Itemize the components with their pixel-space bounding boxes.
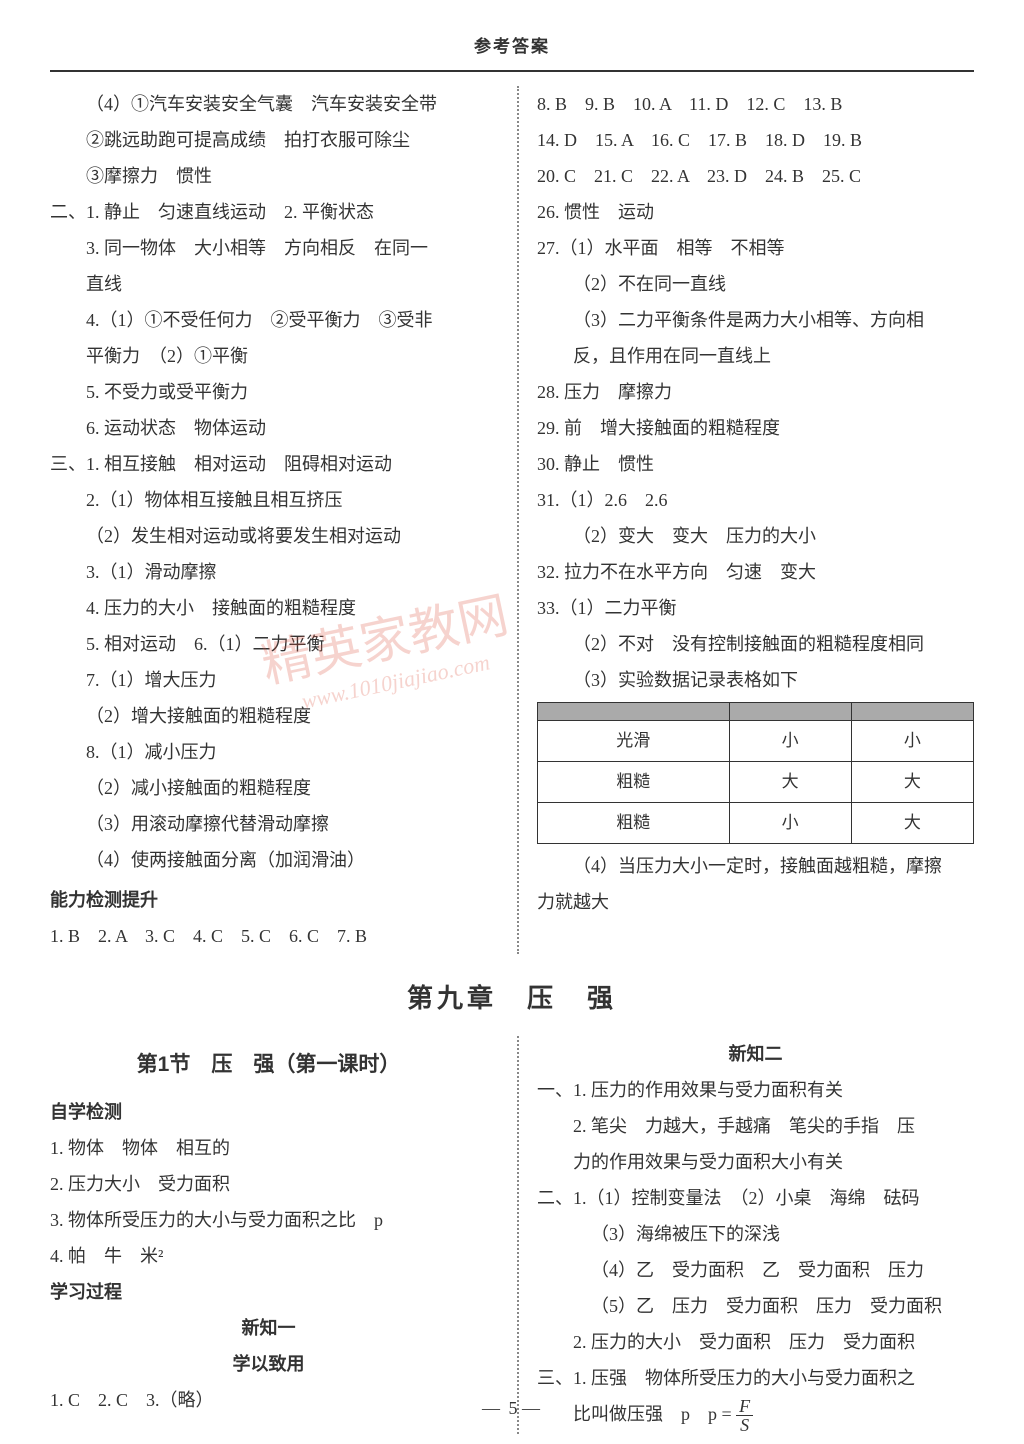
text-line: 2. 压力的大小 受力面积 压力 受力面积 (537, 1324, 974, 1360)
text-line: （2）变大 变大 压力的大小 (537, 518, 974, 554)
text-line: 直线 (50, 266, 487, 302)
text-line: 反，且作用在同一直线上 (537, 338, 974, 374)
top-columns: （4）①汽车安装安全气囊 汽车安装安全带 ②跳远助跑可提高成绩 拍打衣服可除尘 … (50, 86, 974, 954)
table-header (538, 703, 730, 721)
text-line: （4）使两接触面分离（加润滑油） (50, 842, 487, 878)
table-cell: 小 (729, 721, 851, 762)
table-cell: 大 (729, 762, 851, 803)
text-line: 33.（1）二力平衡 (537, 590, 974, 626)
text-line: （2）减小接触面的粗糙程度 (50, 770, 487, 806)
page-header: 参考答案 (50, 30, 974, 72)
table-cell: 粗糙 (538, 762, 730, 803)
text-line: 2.（1）物体相互接触且相互挤压 (50, 482, 487, 518)
experiment-table: 光滑 小 小 粗糙 大 大 粗糙 小 大 (537, 702, 974, 844)
text-line: （3）海绵被压下的深浅 (537, 1216, 974, 1252)
text-line: （3）用滚动摩擦代替滑动摩擦 (50, 806, 487, 842)
text-line: 20. C 21. C 22. A 23. D 24. B 25. C (537, 158, 974, 194)
text-line: 5. 相对运动 6.（1）二力平衡 (50, 626, 487, 662)
chapter-title: 第九章 压 强 (50, 972, 974, 1024)
table-cell: 小 (729, 803, 851, 844)
table-cell: 大 (851, 762, 973, 803)
table-row: 粗糙 大 大 (538, 762, 974, 803)
text-line: 32. 拉力不在水平方向 匀速 变大 (537, 554, 974, 590)
text-line: 3. 物体所受压力的大小与受力面积之比 p (50, 1202, 487, 1238)
table-cell: 粗糙 (538, 803, 730, 844)
text-line: 30. 静止 惯性 (537, 446, 974, 482)
text-line: 3.（1）滑动摩擦 (50, 554, 487, 590)
text-line: （4）乙 受力面积 乙 受力面积 压力 (537, 1252, 974, 1288)
text-line: 3. 同一物体 大小相等 方向相反 在同一 (50, 230, 487, 266)
text-line: 28. 压力 摩擦力 (537, 374, 974, 410)
xuexi-title: 学习过程 (50, 1274, 487, 1310)
text-line: 31.（1）2.6 2.6 (537, 482, 974, 518)
table-header (729, 703, 851, 721)
text-line: ③摩擦力 惯性 (50, 158, 487, 194)
bottom-columns: 第1节 压 强（第一课时） 自学检测 1. 物体 物体 相互的 2. 压力大小 … (50, 1036, 974, 1434)
section-title: 第1节 压 强（第一课时） (50, 1044, 487, 1086)
text-line: （4）①汽车安装安全气囊 汽车安装安全带 (50, 86, 487, 122)
text-line: 14. D 15. A 16. C 17. B 18. D 19. B (537, 122, 974, 158)
mc-answers: 1. B 2. A 3. C 4. C 5. C 6. C 7. B (50, 918, 487, 954)
footer-dash: — (522, 1398, 542, 1418)
text-line: 4. 压力的大小 接触面的粗糙程度 (50, 590, 487, 626)
text-line: 力就越大 (537, 884, 974, 920)
table-row: 光滑 小 小 (538, 721, 974, 762)
page-footer: — 5 — (0, 1390, 1024, 1426)
text-line: （4）当压力大小一定时，接触面越粗糙，摩擦 (537, 848, 974, 884)
text-line: 三、1. 相互接触 相对运动 阻碍相对运动 (50, 446, 487, 482)
footer-dash: — (482, 1398, 509, 1418)
text-line: （3）实验数据记录表格如下 (537, 662, 974, 698)
xueyi-title: 学以致用 (50, 1346, 487, 1382)
text-line: 27.（1）水平面 相等 不相等 (537, 230, 974, 266)
text-line: 力的作用效果与受力面积大小有关 (537, 1144, 974, 1180)
xinzhi1-title: 新知一 (50, 1310, 487, 1346)
text-line: 7.（1）增大压力 (50, 662, 487, 698)
text-line: 1. 物体 物体 相互的 (50, 1130, 487, 1166)
text-line: 一、1. 压力的作用效果与受力面积有关 (537, 1072, 974, 1108)
table-header (851, 703, 973, 721)
bottom-right-column: 新知二 一、1. 压力的作用效果与受力面积有关 2. 笔尖 力越大，手越痛 笔尖… (517, 1036, 974, 1434)
top-right-column: 8. B 9. B 10. A 11. D 12. C 13. B 14. D … (517, 86, 974, 954)
table-cell: 大 (851, 803, 973, 844)
bottom-left-column: 第1节 压 强（第一课时） 自学检测 1. 物体 物体 相互的 2. 压力大小 … (50, 1036, 497, 1434)
top-left-column: （4）①汽车安装安全气囊 汽车安装安全带 ②跳远助跑可提高成绩 拍打衣服可除尘 … (50, 86, 497, 954)
text-line: （3）二力平衡条件是两力大小相等、方向相 (537, 302, 974, 338)
text-line: 5. 不受力或受平衡力 (50, 374, 487, 410)
text-line: 8. B 9. B 10. A 11. D 12. C 13. B (537, 86, 974, 122)
text-line: 二、1.（1）控制变量法 （2）小桌 海绵 砝码 (537, 1180, 974, 1216)
text-line: 4.（1）①不受任何力 ②受平衡力 ③受非 (50, 302, 487, 338)
text-line: 2. 笔尖 力越大，手越痛 笔尖的手指 压 (537, 1108, 974, 1144)
text-line: 29. 前 增大接触面的粗糙程度 (537, 410, 974, 446)
text-line: 6. 运动状态 物体运动 (50, 410, 487, 446)
table-cell: 小 (851, 721, 973, 762)
table-cell: 光滑 (538, 721, 730, 762)
text-line: 8.（1）减小压力 (50, 734, 487, 770)
text-line: （2）发生相对运动或将要发生相对运动 (50, 518, 487, 554)
text-line: 2. 压力大小 受力面积 (50, 1166, 487, 1202)
text-line: 二、1. 静止 匀速直线运动 2. 平衡状态 (50, 194, 487, 230)
xinzhi2-title: 新知二 (537, 1036, 974, 1072)
text-line: ②跳远助跑可提高成绩 拍打衣服可除尘 (50, 122, 487, 158)
text-line: 4. 帕 牛 米² (50, 1238, 487, 1274)
page-number: 5 (509, 1398, 518, 1418)
text-line: （2）不对 没有控制接触面的粗糙程度相同 (537, 626, 974, 662)
table-header-row (538, 703, 974, 721)
text-line: （2）增大接触面的粗糙程度 (50, 698, 487, 734)
zixue-title: 自学检测 (50, 1094, 487, 1130)
text-line: （2）不在同一直线 (537, 266, 974, 302)
text-line: 26. 惯性 运动 (537, 194, 974, 230)
table-row: 粗糙 小 大 (538, 803, 974, 844)
text-line: 平衡力 （2）①平衡 (50, 338, 487, 374)
ability-title: 能力检测提升 (50, 882, 487, 918)
text-line: （5）乙 压力 受力面积 压力 受力面积 (537, 1288, 974, 1324)
